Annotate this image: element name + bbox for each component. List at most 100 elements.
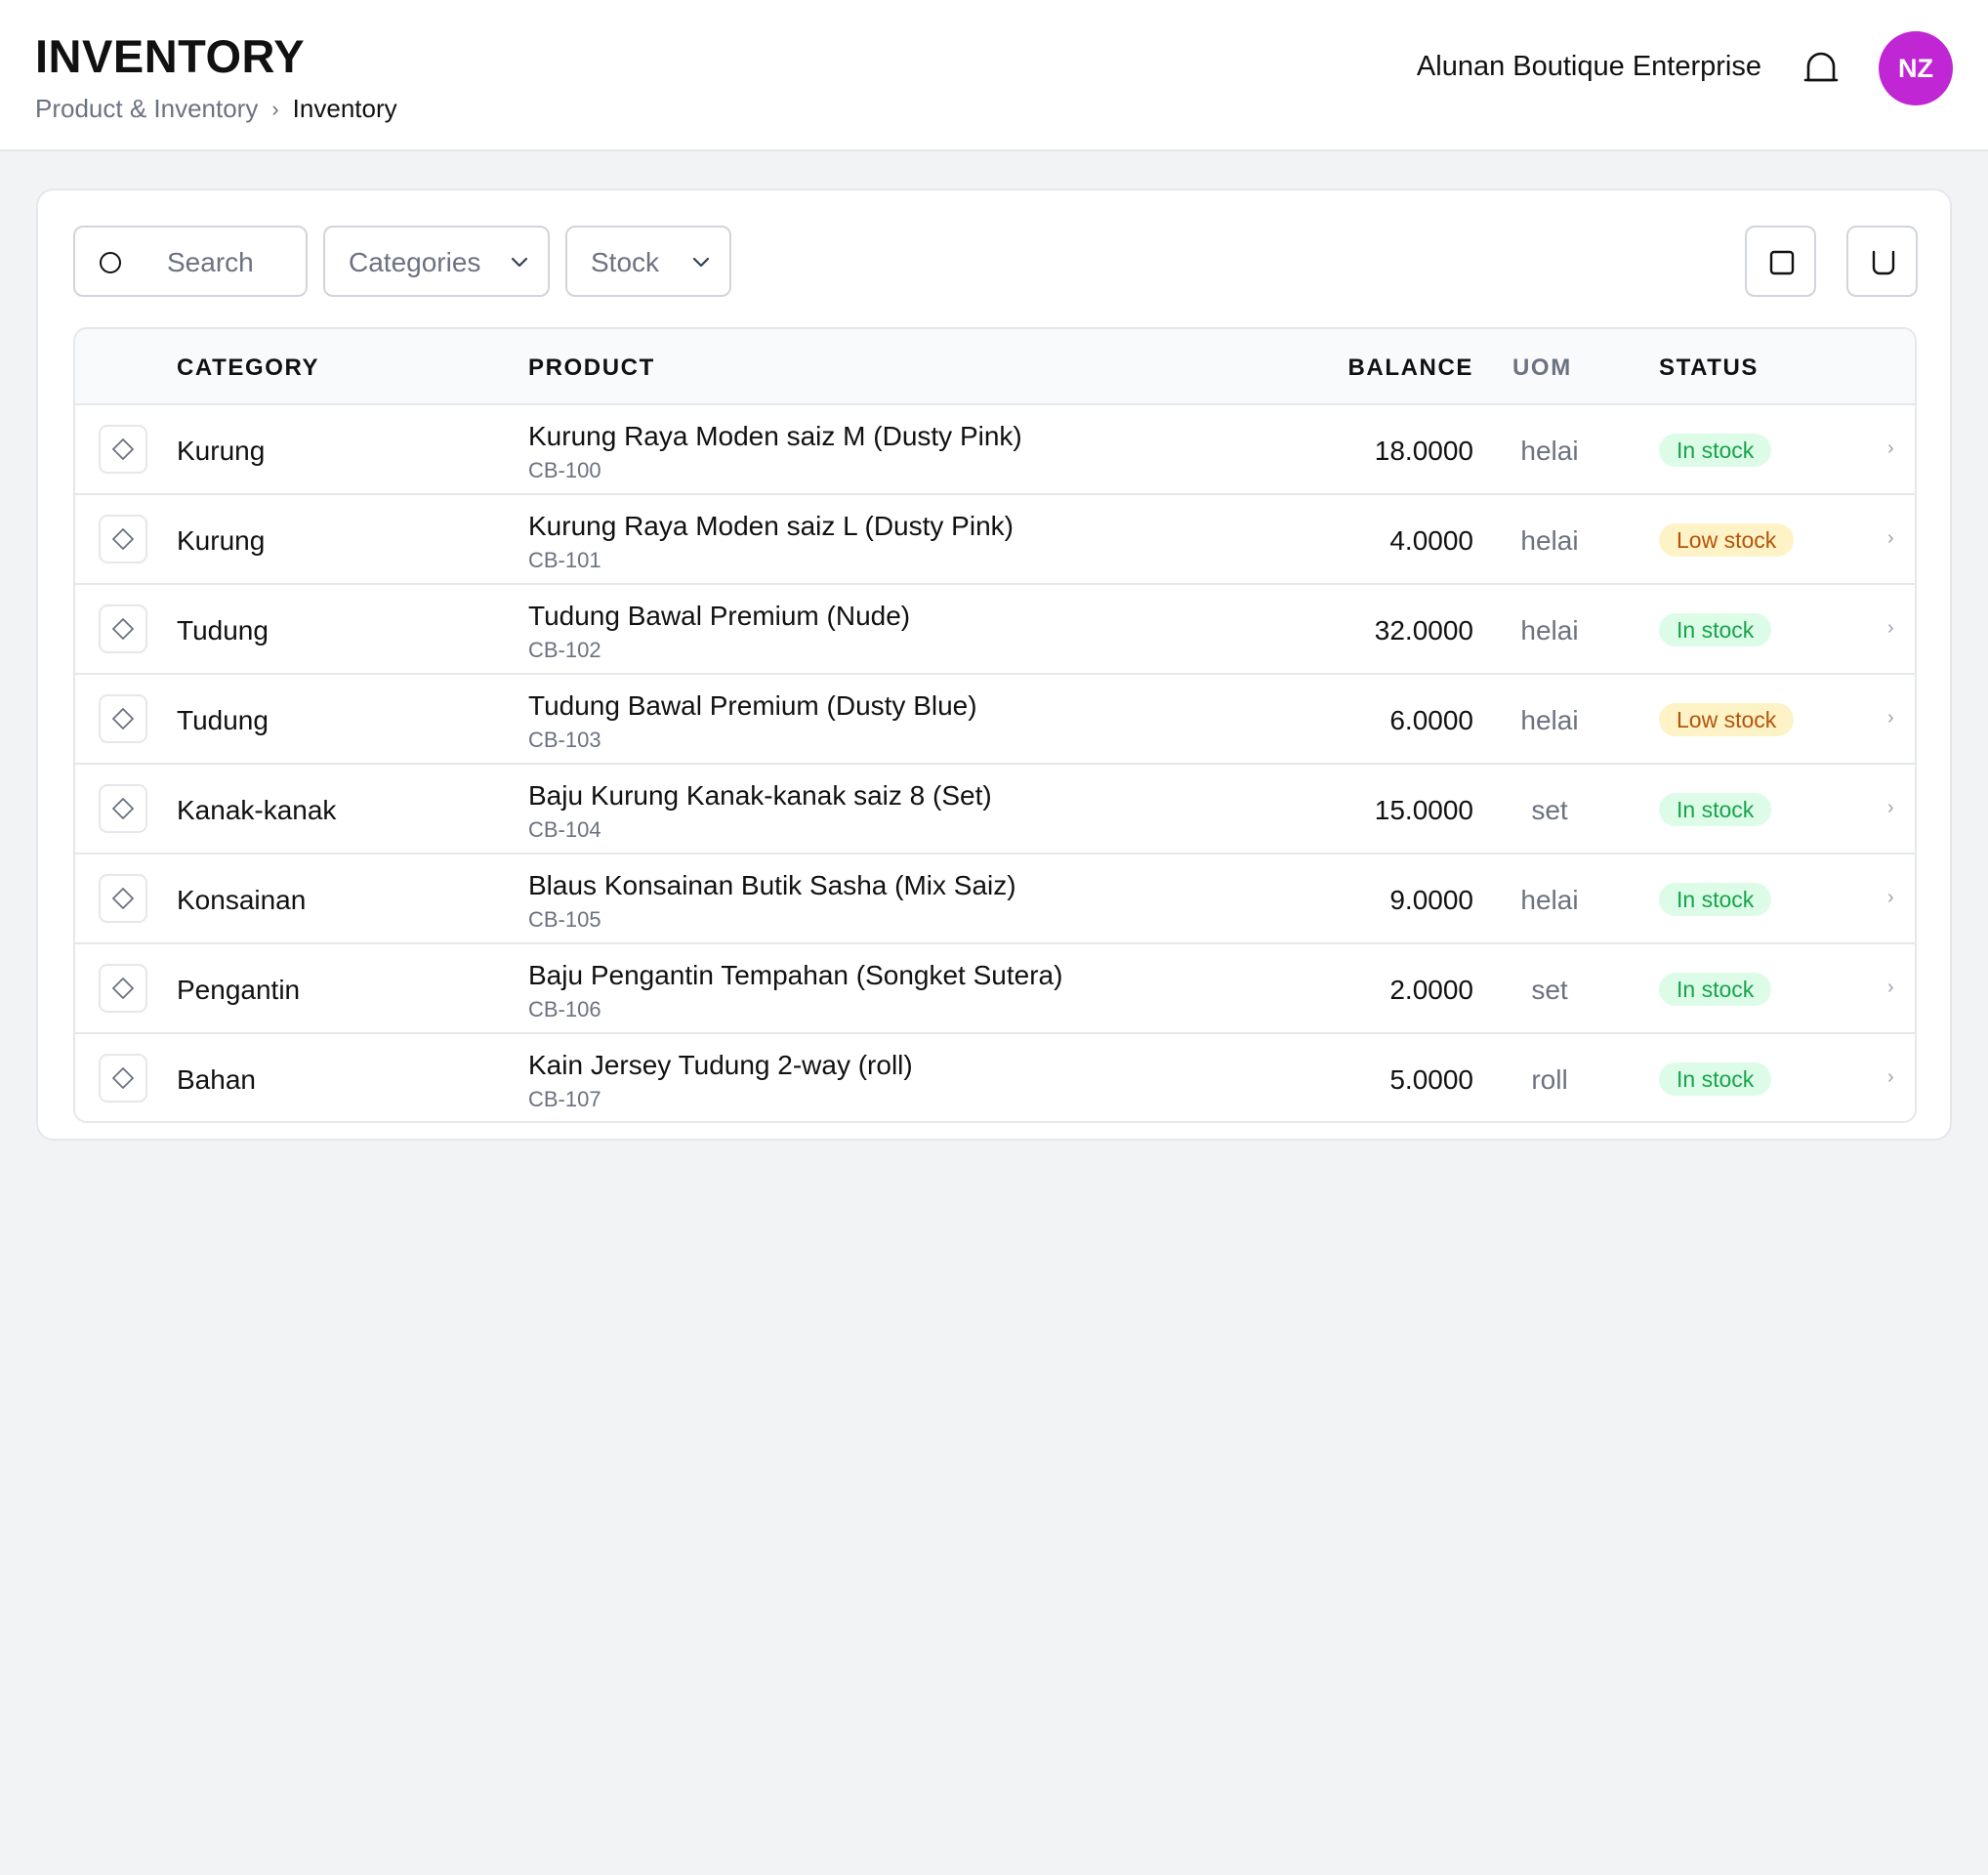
cell-balance: 6.0000 xyxy=(1389,705,1473,735)
chevron-down-icon xyxy=(692,257,710,268)
chevron-right-icon[interactable]: › xyxy=(1887,527,1894,549)
table-row[interactable]: Kanak-kanak Baju Kurung Kanak-kanak saiz … xyxy=(75,765,1915,854)
diamond-icon xyxy=(112,978,134,999)
cell-product-code: CB-101 xyxy=(528,548,601,572)
stock-dropdown[interactable]: Stock xyxy=(565,226,731,297)
cell-category: Tudung xyxy=(177,705,269,735)
column-header-category[interactable]: CATEGORY xyxy=(177,354,320,381)
status-badge: Low stock xyxy=(1659,523,1795,557)
status-badge: In stock xyxy=(1659,1062,1772,1096)
status-badge: Low stock xyxy=(1659,703,1795,736)
bag-action-button[interactable] xyxy=(1846,226,1918,297)
breadcrumb: Product & Inventory › Inventory xyxy=(35,94,397,124)
cell-category: Konsainan xyxy=(177,885,307,915)
row-icon-box xyxy=(99,964,147,1013)
table-row[interactable]: Tudung Tudung Bawal Premium (Nude) CB-102 3… xyxy=(75,585,1915,675)
cell-balance: 9.0000 xyxy=(1389,885,1473,915)
diamond-icon xyxy=(112,618,134,640)
table-row[interactable]: Pengantin Baju Pengantin Tempahan (Songke… xyxy=(75,944,1915,1034)
cell-balance: 2.0000 xyxy=(1389,975,1473,1005)
stock-label: Stock xyxy=(591,247,660,277)
table-row[interactable]: Bahan Kain Jersey Tudung 2-way (roll) CB-1… xyxy=(75,1034,1915,1121)
cell-product-code: CB-105 xyxy=(528,907,601,932)
status-badge: In stock xyxy=(1659,434,1772,467)
avatar[interactable]: NZ xyxy=(1879,31,1953,105)
cell-uom: helai xyxy=(1520,615,1579,646)
inventory-table: CATEGORY PRODUCT BALANCE UOM STATUS Kuru… xyxy=(73,327,1917,1123)
cell-category: Pengantin xyxy=(177,975,301,1005)
row-icon-box xyxy=(99,874,147,923)
status-badge: In stock xyxy=(1659,793,1772,826)
bag-icon xyxy=(1872,250,1895,275)
table-header: CATEGORY PRODUCT BALANCE UOM STATUS xyxy=(75,329,1915,405)
categories-dropdown[interactable]: Categories xyxy=(323,226,550,297)
cell-product-name: Tudung Bawal Premium (Nude) xyxy=(528,601,911,631)
table-row[interactable]: Kurung Kurung Raya Moden saiz M (Dusty Pi… xyxy=(75,405,1915,495)
square-icon xyxy=(1769,250,1795,275)
row-icon-box xyxy=(99,604,147,653)
company-name[interactable]: Alunan Boutique Enterprise xyxy=(1416,51,1761,82)
cell-category: Kanak-kanak xyxy=(177,795,337,825)
cell-product-name: Kurung Raya Moden saiz M (Dusty Pink) xyxy=(528,421,1022,451)
diamond-icon xyxy=(112,708,134,729)
chevron-right-icon[interactable]: › xyxy=(1887,977,1894,998)
cell-product-code: CB-104 xyxy=(528,817,601,842)
cell-product-code: CB-107 xyxy=(528,1087,601,1111)
chevron-right-icon[interactable]: › xyxy=(1887,797,1894,818)
column-header-product[interactable]: PRODUCT xyxy=(528,354,655,381)
status-badge: In stock xyxy=(1659,613,1772,646)
cell-balance: 4.0000 xyxy=(1389,525,1473,556)
diamond-icon xyxy=(112,528,134,550)
chevron-right-icon[interactable]: › xyxy=(1887,438,1894,459)
diamond-icon xyxy=(112,888,134,909)
chevron-down-icon xyxy=(511,257,528,268)
categories-label: Categories xyxy=(349,247,481,277)
cell-product-name: Baju Kurung Kanak-kanak saiz 8 (Set) xyxy=(528,780,992,811)
cell-category: Tudung xyxy=(177,615,269,646)
table-row[interactable]: Kurung Kurung Raya Moden saiz L (Dusty Pi… xyxy=(75,495,1915,585)
cell-category: Kurung xyxy=(177,525,266,556)
cell-uom: helai xyxy=(1520,705,1579,735)
row-icon-box xyxy=(99,425,147,474)
cell-balance: 18.0000 xyxy=(1374,436,1473,466)
cell-product-name: Baju Pengantin Tempahan (Songket Sutera) xyxy=(528,960,1063,990)
diamond-icon xyxy=(112,798,134,819)
cell-product-name: Tudung Bawal Premium (Dusty Blue) xyxy=(528,690,977,721)
chevron-right-icon[interactable]: › xyxy=(1887,707,1894,729)
cell-product-code: CB-106 xyxy=(528,997,601,1021)
diamond-icon xyxy=(112,438,134,460)
chevron-right-icon[interactable]: › xyxy=(1887,1066,1894,1088)
breadcrumb-item-inventory: Inventory xyxy=(292,94,397,123)
table-row[interactable]: Konsainan Blaus Konsainan Butik Sasha (Mi… xyxy=(75,854,1915,944)
cell-balance: 15.0000 xyxy=(1374,795,1473,825)
diamond-icon xyxy=(112,1067,134,1089)
row-icon-box xyxy=(99,784,147,833)
status-badge: In stock xyxy=(1659,883,1772,916)
table-row[interactable]: Tudung Tudung Bawal Premium (Dusty Blue) C… xyxy=(75,675,1915,765)
row-icon-box xyxy=(99,515,147,563)
column-header-status[interactable]: STATUS xyxy=(1659,354,1760,381)
cell-uom: helai xyxy=(1520,436,1579,466)
cell-category: Kurung xyxy=(177,436,266,466)
cell-product-name: Kurung Raya Moden saiz L (Dusty Pink) xyxy=(528,511,1014,541)
cell-uom: roll xyxy=(1531,1064,1568,1095)
cell-uom: helai xyxy=(1520,885,1579,915)
cell-product-name: Kain Jersey Tudung 2-way (roll) xyxy=(528,1050,913,1080)
search-icon xyxy=(100,252,121,273)
column-header-uom[interactable]: UOM xyxy=(1512,354,1572,381)
cell-uom: set xyxy=(1531,795,1568,825)
cell-product-code: CB-100 xyxy=(528,458,601,482)
chevron-right-icon[interactable]: › xyxy=(1887,617,1894,639)
cell-balance: 32.0000 xyxy=(1374,615,1473,646)
square-action-button[interactable] xyxy=(1745,226,1816,297)
cell-category: Bahan xyxy=(177,1064,256,1095)
search-input[interactable]: Search xyxy=(73,226,308,297)
cell-product-code: CB-102 xyxy=(528,638,601,662)
bell-icon[interactable] xyxy=(1802,51,1841,86)
column-header-balance[interactable]: BALANCE xyxy=(1347,354,1473,381)
search-placeholder: Search xyxy=(167,247,254,277)
cell-uom: helai xyxy=(1520,525,1579,556)
cell-balance: 5.0000 xyxy=(1389,1064,1473,1095)
chevron-right-icon[interactable]: › xyxy=(1887,887,1894,908)
breadcrumb-item-product-inventory[interactable]: Product & Inventory xyxy=(35,94,259,123)
